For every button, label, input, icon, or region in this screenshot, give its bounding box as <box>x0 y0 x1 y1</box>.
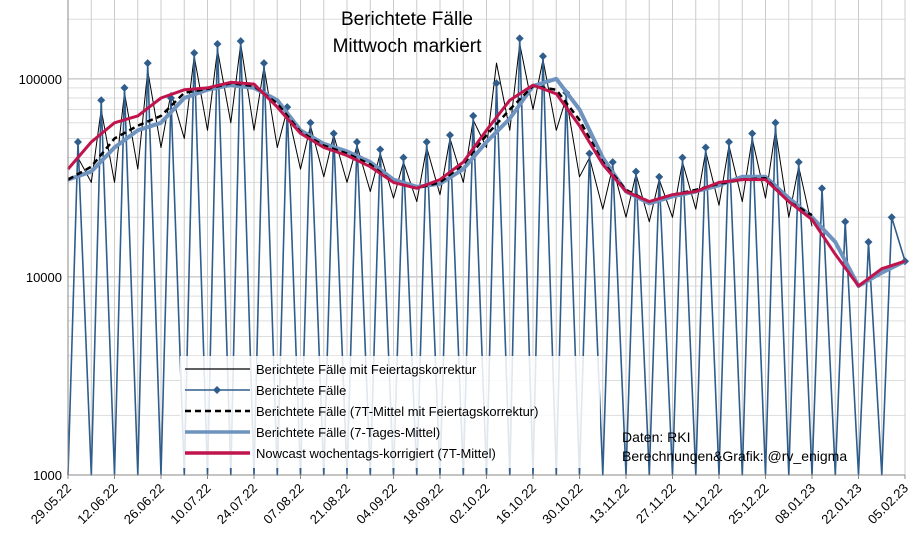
data-point-marker <box>329 129 338 138</box>
data-point-marker <box>817 184 826 193</box>
x-tick-label: 05.02.23 <box>865 481 911 527</box>
x-tick-label: 16.10.22 <box>493 481 539 527</box>
x-tick-label: 04.09.22 <box>353 481 399 527</box>
data-point-marker <box>887 213 896 222</box>
data-point-marker <box>445 131 454 140</box>
x-tick-label: 02.10.22 <box>446 481 492 527</box>
data-point-marker <box>655 172 664 181</box>
source-note-data: Daten: RKI <box>622 429 690 445</box>
chart-title-line-1: Berichtete Fälle <box>341 9 473 30</box>
data-point-marker <box>864 238 873 247</box>
x-tick-label: 21.08.22 <box>307 481 353 527</box>
data-point-marker <box>841 217 850 226</box>
data-point-marker <box>794 158 803 167</box>
legend-label: Berichtete Fälle (7-Tages-Mittel) <box>256 425 440 440</box>
source-note: Daten: RKI Berechnungen&Grafik: @rv_enig… <box>622 429 847 464</box>
data-point-marker <box>748 129 757 138</box>
data-point-marker <box>422 137 431 146</box>
data-point-marker <box>608 158 617 167</box>
legend-label: Berichtete Fälle (7T-Mittel mit Feiertag… <box>256 404 538 419</box>
data-point-marker <box>97 96 106 105</box>
data-point-marker <box>631 167 640 176</box>
legend-label: Berichtete Fälle <box>256 383 346 398</box>
data-point-marker <box>515 34 524 43</box>
data-point-marker <box>306 118 315 127</box>
y-tick-label: 1000 <box>33 468 62 483</box>
data-point-marker <box>469 111 478 120</box>
chart-title: Berichtete Fälle Mittwoch markiert <box>333 9 483 57</box>
y-tick-label: 100000 <box>19 72 62 87</box>
data-point-marker <box>538 52 547 61</box>
x-tick-label: 10.07.22 <box>167 481 213 527</box>
data-point-marker <box>120 83 129 92</box>
data-point-marker <box>213 39 222 48</box>
data-point-marker <box>399 153 408 162</box>
x-tick-label: 13.11.22 <box>586 481 632 527</box>
x-tick-label: 08.01.23 <box>772 481 818 527</box>
data-point-marker <box>259 59 268 68</box>
data-point-marker <box>190 49 199 58</box>
legend-label: Berichtete Fälle mit Feiertagskorrektur <box>256 362 477 377</box>
data-point-marker <box>376 145 385 154</box>
data-point-marker <box>771 118 780 127</box>
x-tick-label: 27.11.22 <box>633 481 679 527</box>
x-tick-label: 12.06.22 <box>74 481 120 527</box>
x-tick-label: 11.12.22 <box>679 481 725 527</box>
data-point-marker <box>236 37 245 46</box>
source-note-credit: Berechnungen&Grafik: @rv_enigma <box>622 448 847 464</box>
data-point-marker <box>143 59 152 68</box>
x-tick-label: 07.08.22 <box>260 481 306 527</box>
data-point-marker <box>73 137 82 146</box>
x-tick-label: 25.12.22 <box>725 481 771 527</box>
x-tick-label: 30.10.22 <box>539 481 585 527</box>
legend: Berichtete Fälle mit Feiertagskorrektur B… <box>180 356 600 468</box>
series-line-berichtete-f-lle-mit-feiertagskorrektur <box>77 43 813 227</box>
x-tick-label: 24.07.22 <box>214 481 260 527</box>
x-tick-label: 22.01.23 <box>818 481 864 527</box>
data-point-marker <box>585 149 594 158</box>
data-point-marker <box>701 143 710 152</box>
data-point-marker <box>724 137 733 146</box>
legend-marker <box>213 386 221 394</box>
x-tick-label: 18.09.22 <box>400 481 446 527</box>
series-line-nowcast-wochentags-korrigiert-7t-mittel <box>66 80 906 288</box>
data-point-marker <box>352 137 361 146</box>
x-tick-label: 29.05.22 <box>28 481 74 527</box>
data-point-marker <box>492 79 501 88</box>
chart-title-line-2: Mittwoch markiert <box>333 36 483 57</box>
y-tick-label: 10000 <box>26 270 62 285</box>
legend-label: Nowcast wochentags-korrigiert (7T-Mittel… <box>256 446 496 461</box>
x-tick-label: 26.06.22 <box>121 481 167 527</box>
data-point-marker <box>678 153 687 162</box>
